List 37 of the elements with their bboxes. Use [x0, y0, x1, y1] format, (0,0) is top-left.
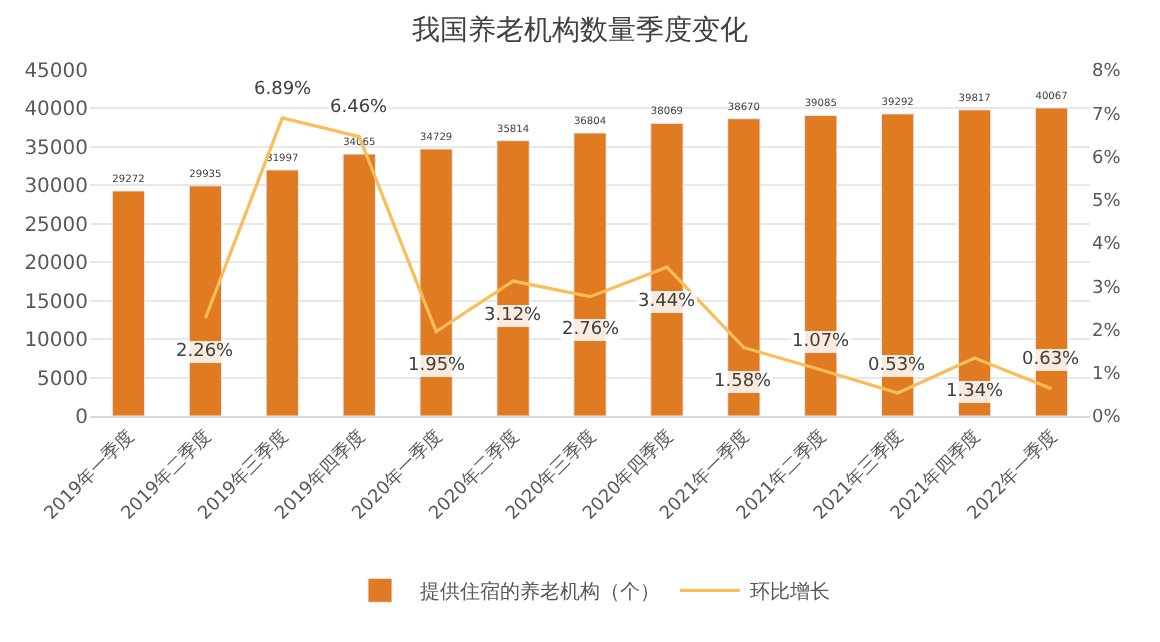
data-label: 6.89% — [254, 80, 313, 100]
data-label: 1.34% — [946, 382, 1005, 402]
data-label: 1.95% — [408, 356, 467, 376]
y-tick-label: 5000 — [37, 368, 88, 391]
data-label: 3.44% — [638, 292, 697, 312]
y-tick-label: 0 — [75, 407, 88, 429]
legend-label: 环比增长 — [750, 580, 830, 605]
y2-tick-label: 2% — [1092, 321, 1122, 342]
y-tick-label: 10000 — [24, 330, 88, 353]
bar — [111, 190, 146, 416]
chart-title: 我国养老机构数量季度变化 — [412, 14, 748, 47]
y2-tick-label: 4% — [1092, 235, 1122, 256]
data-label: 0.63% — [1022, 350, 1081, 370]
data-label: 1.07% — [792, 332, 851, 352]
y2-tick-label: 0% — [1092, 408, 1122, 429]
y-tick-label: 15000 — [24, 291, 88, 314]
y2-tick-label: 6% — [1092, 148, 1122, 169]
data-label: 0.53% — [868, 356, 927, 376]
data-label: 6.46% — [330, 98, 389, 118]
y-tick-label: 20000 — [24, 253, 88, 276]
y2-tick-label: 8% — [1092, 62, 1122, 83]
y-tick-label: 35000 — [24, 137, 88, 160]
y2-tick-label: 3% — [1092, 278, 1122, 299]
y-tick-label: 25000 — [24, 214, 88, 237]
y-tick-label: 45000 — [24, 61, 88, 83]
legend-label: 提供住宿的养老机构（个） — [420, 580, 660, 605]
data-label: 1.58% — [714, 372, 773, 392]
y-tick-label: 30000 — [24, 176, 88, 199]
y-tick-label: 40000 — [24, 99, 88, 122]
y2-tick-label: 5% — [1092, 192, 1122, 213]
bar — [342, 153, 376, 416]
data-label: 2.26% — [176, 342, 235, 362]
bar — [265, 169, 299, 416]
y2-tick-label: 1% — [1092, 365, 1122, 386]
data-label: 2.76% — [562, 320, 621, 340]
y2-tick-label: 7% — [1092, 105, 1122, 126]
data-label: 3.12% — [484, 306, 543, 326]
